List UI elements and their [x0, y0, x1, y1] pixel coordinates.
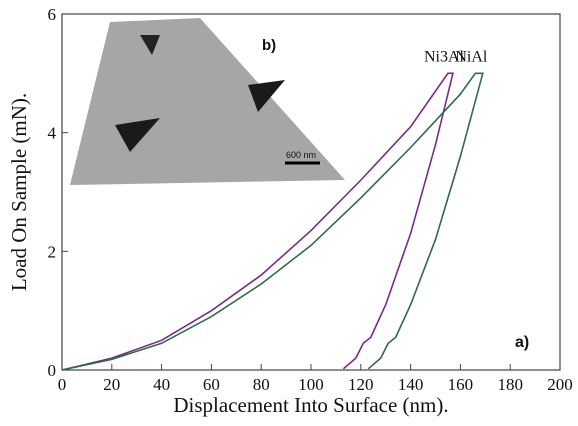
y-tick-label: 2 [48, 242, 57, 261]
x-tick-label: 80 [253, 375, 270, 394]
x-tick-label: 120 [348, 375, 374, 394]
y-axis-title: Load On Sample (mN). [7, 93, 31, 291]
x-tick-label: 100 [298, 375, 324, 394]
indent [248, 80, 285, 112]
data-line [61, 72, 454, 371]
x-tick-label: 0 [58, 375, 67, 394]
series-label: NiAl [455, 48, 488, 65]
y-tick-label: 4 [48, 124, 57, 143]
x-tick-label: 160 [448, 375, 474, 394]
panel-label: a) [515, 334, 529, 351]
y-tick-label: 6 [48, 5, 57, 24]
x-axis-title: Displacement Into Surface (nm). [173, 393, 448, 417]
x-tick-label: 200 [547, 375, 573, 394]
indent [115, 118, 160, 152]
x-tick-label: 20 [103, 375, 120, 394]
scale-label: 600 nm [286, 150, 316, 160]
x-tick-label: 140 [398, 375, 424, 394]
indent [140, 35, 160, 55]
inset-label: b) [262, 37, 276, 54]
inset-surface [70, 18, 345, 185]
inset-image [70, 18, 345, 185]
y-tick-label: 0 [48, 361, 57, 380]
x-tick-label: 40 [153, 375, 170, 394]
series-label: Ni3Al [424, 48, 465, 65]
data-line [61, 72, 484, 371]
x-tick-label: 60 [203, 375, 220, 394]
x-tick-label: 180 [497, 375, 523, 394]
